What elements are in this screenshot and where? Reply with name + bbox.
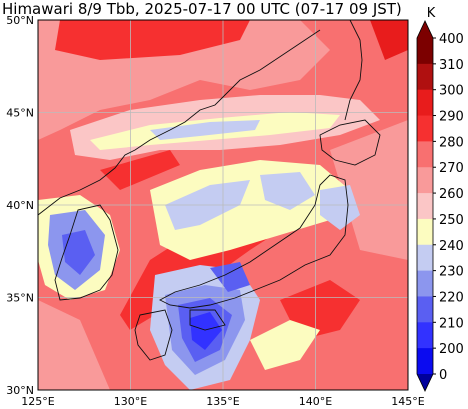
coastlines <box>38 20 381 361</box>
coastline-honshu <box>159 174 349 309</box>
colorbar-segment <box>417 322 433 349</box>
colorbar-tick-label: 200 <box>439 342 464 357</box>
colorbar-segment <box>417 38 433 65</box>
colorbar-tick-label: 310 <box>439 58 464 73</box>
field-patch-deep-red-n <box>55 20 250 60</box>
coastline-primorye <box>274 29 321 61</box>
gridlines <box>38 20 408 390</box>
colorbar-segment <box>417 193 433 220</box>
colorbar-tick-label: 300 <box>439 84 464 99</box>
field-patch-core-sw-japan <box>190 312 222 350</box>
colorbar-tick-label: 270 <box>439 161 464 176</box>
colorbar-tick-label: 240 <box>439 239 464 254</box>
colorbar-tick-label: 220 <box>439 290 464 305</box>
colorbar-tick-label: 0 <box>439 368 447 383</box>
colorbar: 0 200 210 220 230 240 250 260 270 280 290 300 310 400… <box>416 6 464 392</box>
colorbar-segment <box>417 63 433 91</box>
colorbar-tick-label: 280 <box>439 135 464 150</box>
plot-frame <box>37 19 409 391</box>
coastline-kyushu <box>134 309 173 361</box>
coastline-korea <box>54 204 119 301</box>
colorbar-segment <box>417 270 433 297</box>
field-patch-light-red-sw <box>38 300 110 390</box>
field-patch-lavender-tohoku <box>260 172 315 210</box>
colorbar-tick-label: 230 <box>439 265 464 280</box>
colorbar-segment <box>417 348 433 375</box>
y-tick-label: 45°N <box>6 107 34 120</box>
field-patch-deep-blue-korea <box>62 230 95 275</box>
colorbar-tick-label: 250 <box>439 213 464 228</box>
colorbar-segment <box>417 167 433 194</box>
coastline-shikoku <box>189 309 226 331</box>
x-tick-label: 125°E <box>21 395 54 408</box>
field-patch-cream-pacific <box>250 320 320 370</box>
field-patch-blue-kinki <box>210 262 250 292</box>
colorbar-tick-label: 290 <box>439 110 464 125</box>
colorbar-segment <box>417 244 433 272</box>
colorbar-segment <box>417 141 433 168</box>
y-axis-ticks: 30°N 35°N 40°N 45°N 50°N <box>6 14 34 397</box>
colorbar-unit-label: K <box>427 6 436 21</box>
colorbar-segment <box>417 218 433 246</box>
colorbar-segment <box>417 89 433 117</box>
x-tick-label: 145°E <box>391 395 424 408</box>
field-patch-lavender-band <box>150 120 260 140</box>
field-patch-deep-red-ne <box>370 20 408 60</box>
y-tick-label: 35°N <box>6 292 34 305</box>
field-patch-lavender-hokkaido <box>320 185 360 230</box>
x-tick-label: 140°E <box>299 395 332 408</box>
x-axis-ticks: 125°E 130°E 135°E 140°E 145°E <box>21 395 424 408</box>
y-tick-label: 50°N <box>6 14 34 27</box>
x-tick-label: 135°E <box>206 395 239 408</box>
field-patch-light-red-east <box>330 120 408 260</box>
colorbar-segment <box>417 296 433 323</box>
y-tick-label: 40°N <box>6 199 34 212</box>
field-patch-deep-red-mid <box>100 150 180 190</box>
map-title: Himawari 8/9 Tbb, 2025-07-17 00 UTC (07-… <box>2 0 402 18</box>
coastline-sakhalin <box>344 20 363 121</box>
y-tick-label: 30°N <box>6 384 34 397</box>
coastline-hokkaido <box>319 119 381 166</box>
x-tick-label: 130°E <box>114 395 147 408</box>
colorbar-tick-label: 260 <box>439 187 464 202</box>
coastline-mainland <box>38 59 276 216</box>
colorbar-segment <box>417 21 433 38</box>
colorbar-segment <box>417 115 433 142</box>
colorbar-tick-label: 400 <box>439 32 464 47</box>
colorbar-tick-label: 210 <box>439 316 464 331</box>
colorbar-segment <box>417 374 433 391</box>
